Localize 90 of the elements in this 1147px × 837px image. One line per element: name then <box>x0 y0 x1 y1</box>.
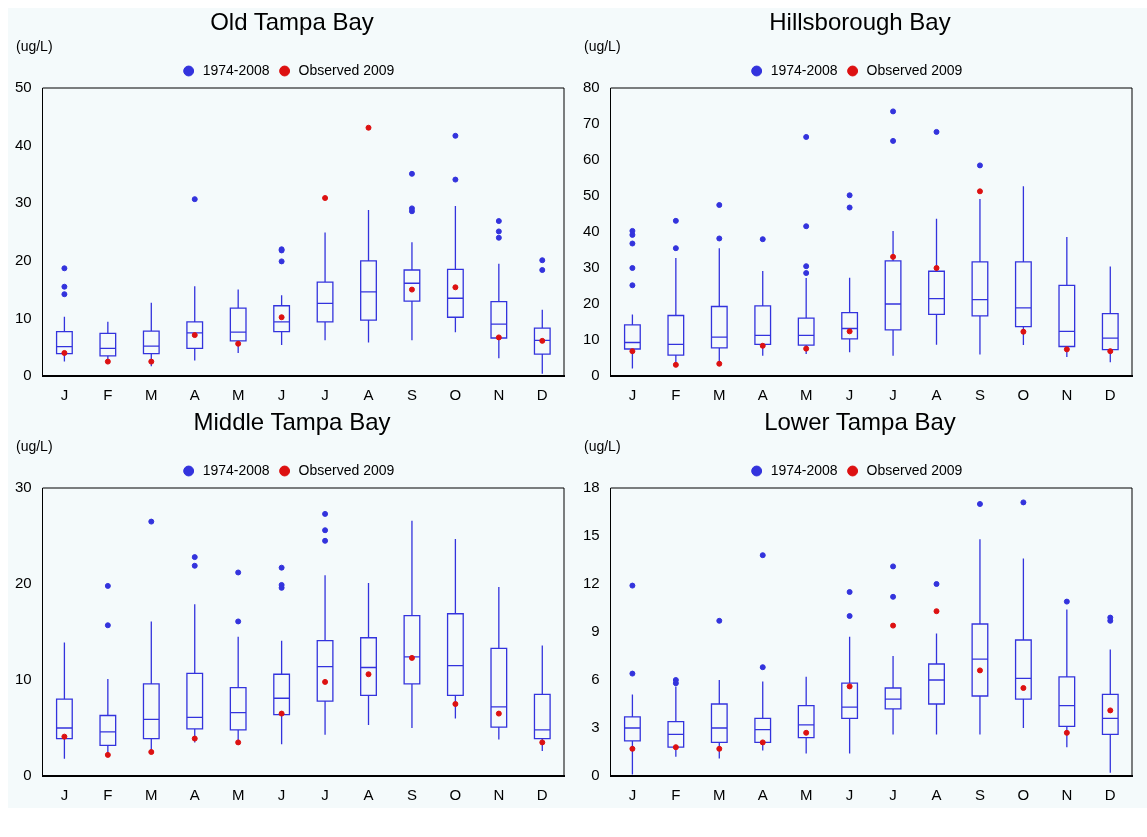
x-tick-label: A <box>363 386 374 404</box>
chart-title: Old Tampa Bay <box>209 8 375 37</box>
legend-label: 1974-2008 <box>770 461 838 478</box>
x-tick-label: O <box>449 786 462 804</box>
y-tick-label: 30 <box>15 193 32 211</box>
x-tick-label: J <box>321 386 329 404</box>
y-tick-label: 0 <box>23 766 32 784</box>
legend-label: Observed 2009 <box>866 461 963 478</box>
x-tick-label: F <box>671 386 681 404</box>
legend-label: 1974-2008 <box>202 61 270 78</box>
chart-title: Hillsborough Bay <box>768 8 952 37</box>
x-tick-label: A <box>931 386 942 404</box>
x-tick-label: N <box>493 786 505 804</box>
x-tick-label: J <box>60 786 69 804</box>
y-axis-title: (ug/L) <box>583 38 622 56</box>
x-tick-label: N <box>1061 786 1073 804</box>
y-tick-label: 10 <box>15 308 32 326</box>
x-tick-label: S <box>974 786 985 804</box>
x-tick-label: M <box>713 786 726 804</box>
y-axis-title: (ug/L) <box>15 38 54 56</box>
x-tick-label: J <box>277 786 286 804</box>
x-tick-label: O <box>449 386 462 404</box>
x-tick-label: D <box>536 786 548 804</box>
x-tick-label: F <box>103 386 113 404</box>
x-tick-label: J <box>845 386 854 404</box>
x-tick-label: M <box>713 386 726 404</box>
x-tick-label: M <box>231 386 245 404</box>
y-tick-label: 50 <box>15 78 32 96</box>
y-tick-label: 30 <box>15 478 32 496</box>
x-tick-label: J <box>628 386 637 404</box>
x-tick-label: A <box>363 786 374 804</box>
chart-title: Middle Tampa Bay <box>192 408 392 437</box>
legend-label: 1974-2008 <box>770 61 838 78</box>
x-tick-label: M <box>145 786 158 804</box>
x-tick-label: O <box>1017 386 1030 404</box>
x-tick-label: M <box>145 386 158 404</box>
x-tick-label: M <box>799 786 813 804</box>
y-tick-label: 40 <box>15 135 32 153</box>
y-tick-label: 80 <box>583 78 600 96</box>
x-tick-label: A <box>189 386 200 404</box>
y-tick-label: 10 <box>583 330 600 348</box>
legend-label: Observed 2009 <box>298 461 395 478</box>
y-axis-title: (ug/L) <box>15 438 54 456</box>
x-tick-label: D <box>1104 786 1116 804</box>
x-tick-label: O <box>1017 786 1030 804</box>
y-tick-label: 0 <box>591 766 600 784</box>
x-tick-label: N <box>1061 386 1073 404</box>
y-tick-label: 0 <box>23 366 32 384</box>
x-tick-label: A <box>931 786 942 804</box>
y-tick-label: 20 <box>583 294 600 312</box>
x-tick-label: D <box>536 386 548 404</box>
x-tick-label: A <box>757 386 768 404</box>
x-tick-label: J <box>845 786 854 804</box>
x-tick-label: S <box>406 386 417 404</box>
y-tick-label: 60 <box>583 150 600 168</box>
x-tick-label: J <box>60 386 69 404</box>
y-tick-label: 20 <box>15 250 32 268</box>
y-tick-label: 6 <box>591 670 600 688</box>
y-tick-label: 18 <box>583 478 600 496</box>
y-tick-label: 15 <box>583 526 600 544</box>
y-tick-label: 9 <box>591 622 600 640</box>
x-tick-label: J <box>277 386 286 404</box>
legend-label: Observed 2009 <box>866 61 963 78</box>
x-tick-label: S <box>974 386 985 404</box>
y-axis-title: (ug/L) <box>583 438 622 456</box>
x-tick-label: M <box>799 386 813 404</box>
y-tick-label: 20 <box>15 574 32 592</box>
y-tick-label: 12 <box>583 574 600 592</box>
y-tick-label: 0 <box>591 366 600 384</box>
x-tick-label: F <box>671 786 681 804</box>
y-tick-label: 40 <box>583 222 600 240</box>
x-tick-label: J <box>321 786 329 804</box>
y-tick-label: 3 <box>591 718 600 736</box>
x-tick-label: J <box>628 786 637 804</box>
x-tick-label: J <box>889 786 897 804</box>
x-tick-label: M <box>231 786 245 804</box>
chart-title: Lower Tampa Bay <box>763 408 957 437</box>
x-tick-label: J <box>889 386 897 404</box>
y-tick-label: 10 <box>15 670 32 688</box>
x-tick-label: N <box>493 386 505 404</box>
legend-label: 1974-2008 <box>202 461 270 478</box>
y-tick-label: 30 <box>583 258 600 276</box>
legend-label: Observed 2009 <box>298 61 395 78</box>
x-tick-label: A <box>189 786 200 804</box>
x-tick-label: S <box>406 786 417 804</box>
y-tick-label: 50 <box>583 186 600 204</box>
x-tick-label: F <box>103 786 113 804</box>
y-tick-label: 70 <box>583 114 600 132</box>
x-tick-label: D <box>1104 386 1116 404</box>
x-tick-label: A <box>757 786 768 804</box>
